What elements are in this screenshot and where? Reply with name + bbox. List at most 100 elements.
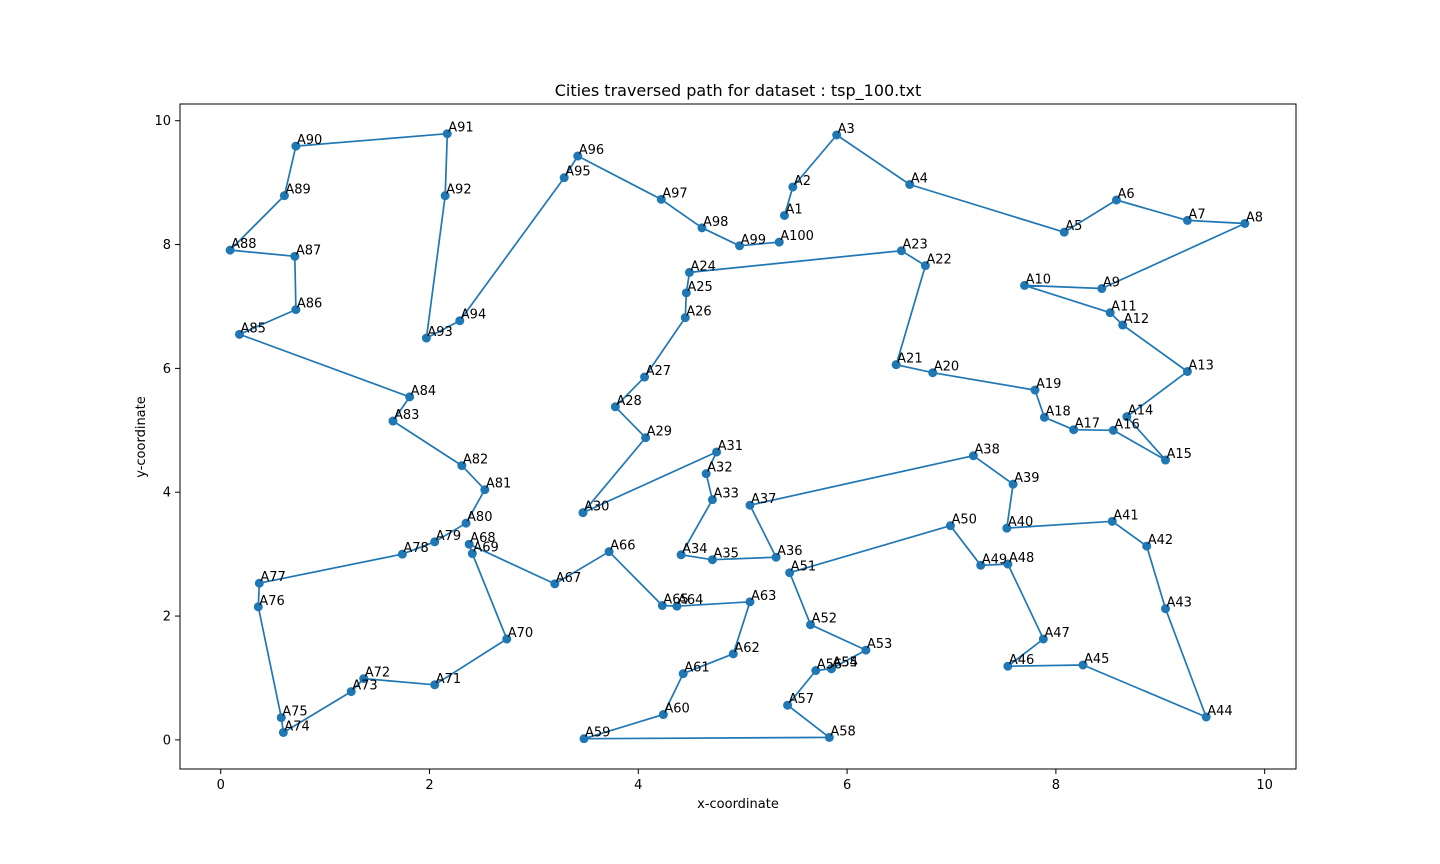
city-label: A17: [1075, 417, 1100, 432]
city-point: [672, 601, 682, 611]
city-label: A54: [832, 656, 857, 671]
city-label: A86: [297, 297, 322, 312]
city-point: [1161, 455, 1171, 465]
x-axis-title: x-coordinate: [697, 797, 779, 812]
city-point: [788, 182, 798, 192]
city-label: A16: [1114, 417, 1139, 432]
city-point: [1030, 385, 1040, 395]
city-point: [832, 130, 842, 140]
city-label: A18: [1045, 404, 1070, 419]
city-point: [905, 179, 915, 189]
city-point: [1161, 604, 1171, 614]
city-point: [707, 495, 717, 505]
city-point: [1108, 425, 1118, 435]
city-label: A40: [1008, 515, 1033, 530]
city-label: A99: [741, 233, 766, 248]
city-label: A27: [646, 364, 671, 379]
city-label: A35: [713, 547, 738, 562]
city-point: [461, 518, 471, 528]
city-label: A98: [703, 215, 728, 230]
city-label: A90: [297, 133, 322, 148]
city-label: A97: [662, 186, 687, 201]
city-point: [253, 602, 263, 612]
city-label: A44: [1207, 704, 1232, 719]
city-label: A4: [911, 171, 928, 186]
city-label: A70: [508, 626, 533, 641]
city-point: [976, 560, 986, 570]
city-label: A95: [565, 165, 590, 180]
city-point: [678, 669, 688, 679]
city-point: [1002, 523, 1012, 533]
city-point: [405, 392, 415, 402]
city-label: A75: [282, 705, 307, 720]
city-label: A5: [1065, 219, 1082, 234]
city-point: [891, 360, 901, 370]
city-label: A58: [830, 724, 855, 739]
city-label: A39: [1014, 471, 1039, 486]
city-point: [1201, 712, 1211, 722]
city-label: A68: [470, 531, 495, 546]
city-point: [291, 305, 301, 315]
city-point: [1008, 479, 1018, 489]
city-point: [861, 645, 871, 655]
city-label: A100: [780, 229, 814, 244]
city-label: A34: [682, 542, 707, 557]
city-point: [578, 508, 588, 518]
city-label: A47: [1044, 626, 1069, 641]
city-point: [896, 246, 906, 256]
city-label: A93: [427, 325, 452, 340]
city-label: A11: [1111, 300, 1136, 315]
y-tick-label: 6: [163, 362, 171, 377]
city-label: A19: [1036, 377, 1061, 392]
city-label: A37: [751, 492, 776, 507]
city-label: A60: [664, 702, 689, 717]
city-point: [1182, 366, 1192, 376]
city-label: A77: [260, 570, 285, 585]
city-label: A94: [461, 308, 486, 323]
city-label: A92: [446, 183, 471, 198]
city-point: [1182, 215, 1192, 225]
city-point: [676, 550, 686, 560]
city-point: [430, 680, 440, 690]
city-point: [502, 634, 512, 644]
city-point: [430, 537, 440, 547]
city-point: [1078, 660, 1088, 670]
axes-frame: [179, 103, 1297, 770]
city-label: A21: [897, 352, 922, 367]
city-label: A36: [777, 544, 802, 559]
y-tick-label: 10: [154, 114, 171, 129]
city-label: A78: [403, 541, 428, 556]
city-label: A87: [296, 243, 321, 258]
city-point: [920, 261, 930, 271]
city-label: A89: [285, 183, 310, 198]
city-point: [279, 191, 289, 201]
city-label: A31: [718, 439, 743, 454]
city-point: [1122, 412, 1132, 422]
x-axis: 0 2 4 6 8 10: [217, 769, 1273, 793]
x-tick-label: 0: [217, 778, 225, 793]
city-label: A81: [486, 477, 511, 492]
city-point: [1240, 219, 1250, 229]
city-label: A7: [1188, 207, 1205, 222]
city-label: A76: [259, 594, 284, 609]
y-tick-label: 2: [163, 610, 171, 625]
city-point: [1142, 541, 1152, 551]
city-label: A65: [663, 593, 688, 608]
city-point: [657, 601, 667, 611]
city-point: [1059, 227, 1069, 237]
city-point: [779, 210, 789, 220]
city-point: [707, 555, 717, 565]
city-label: A82: [463, 453, 488, 468]
x-tick-label: 2: [425, 778, 433, 793]
city-label: A74: [284, 719, 309, 734]
city-point: [455, 316, 465, 326]
city-label: A69: [473, 541, 498, 556]
city-label: A83: [394, 408, 419, 423]
city-label: A26: [686, 305, 711, 320]
city-point: [290, 251, 300, 261]
city-label: A30: [584, 500, 609, 515]
city-point: [1069, 425, 1079, 435]
city-point: [397, 549, 407, 559]
city-label: A46: [1009, 653, 1034, 668]
